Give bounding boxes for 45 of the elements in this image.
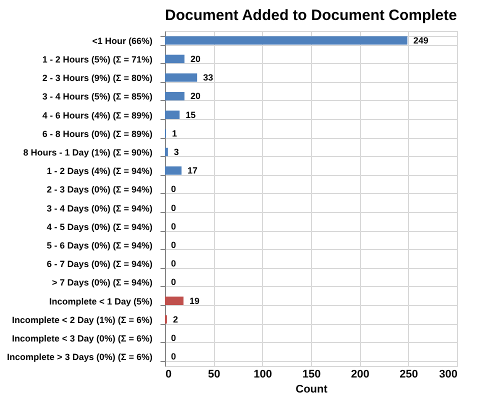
x-tick-label: 250 [400, 368, 418, 380]
data-label: 0 [171, 352, 176, 362]
y-tick-label: 8 Hours - 1 Day (1%) (Σ = 90%) [23, 148, 152, 158]
x-tick-label: 100 [254, 368, 272, 380]
y-tick-label: 1 - 2 Days (4%) (Σ = 94%) [46, 166, 152, 176]
y-tick-label: 4 - 6 Hours (4%) (Σ = 89%) [42, 110, 152, 120]
data-label: 20 [190, 91, 200, 102]
y-tick-label: Incomplete < 1 Day (5%) [49, 296, 152, 306]
x-tick-label: 300 [439, 368, 458, 380]
data-label: 33 [203, 72, 214, 83]
data-label: 249 [413, 35, 428, 46]
y-tick-label: 3 - 4 Hours (5%) (Σ = 85%) [42, 92, 152, 102]
y-tick-label: Incomplete < 3 Day (0%) (Σ = 6%) [12, 334, 152, 344]
data-label: 0 [171, 221, 176, 232]
y-tick-label: 2 - 3 Days (0%) (Σ = 94%) [46, 184, 152, 195]
data-label: 0 [171, 240, 176, 250]
data-label: 1 [172, 128, 177, 138]
x-axis-title: Count [296, 384, 328, 396]
y-tick-label: 6 - 8 Hours (0%) (Σ = 89%) [42, 128, 152, 139]
data-label: 17 [188, 166, 198, 176]
data-label: 0 [171, 277, 176, 288]
x-tick-label: 150 [302, 368, 321, 380]
data-label: 0 [171, 184, 176, 194]
y-tick-label: 1 - 2 Hours (5%) (Σ = 71%) [42, 54, 152, 64]
y-tick-label: > 7 Days (0%) (Σ = 94%) [52, 278, 152, 288]
y-tick-label: Incomplete < 2 Day (1%) (Σ = 6%) [12, 314, 152, 325]
data-label: 2 [172, 314, 178, 324]
data-label: 19 [189, 296, 200, 306]
y-tick-label: <1 Hour (66%) [92, 36, 152, 46]
y-tick-label: 6 - 7 Days (0%) (Σ = 94%) [46, 259, 152, 270]
y-tick-label: 2 - 3 Hours (9%) (Σ = 80%) [42, 73, 152, 84]
chart-title: Document Added to Document Complete [165, 7, 457, 24]
y-tick-label: 5 - 6 Days (0%) (Σ = 94%) [46, 240, 152, 250]
data-label: 0 [171, 202, 176, 213]
data-label: 15 [186, 110, 196, 120]
x-tick-label: 200 [350, 368, 370, 380]
y-tick-label: Incomplete > 3 Days (0%) (Σ = 6%) [7, 352, 152, 362]
data-label: 20 [190, 54, 200, 64]
x-tick-label: 50 [208, 368, 220, 380]
x-tick-label: 0 [166, 368, 172, 380]
data-label: 3 [174, 147, 179, 157]
data-label: 0 [171, 333, 176, 344]
data-label: 0 [171, 258, 176, 269]
y-tick-label: 4 - 5 Days (0%) (Σ = 94%) [46, 222, 152, 232]
y-tick-label: 3 - 4 Days (0%) (Σ = 94%) [46, 203, 152, 214]
